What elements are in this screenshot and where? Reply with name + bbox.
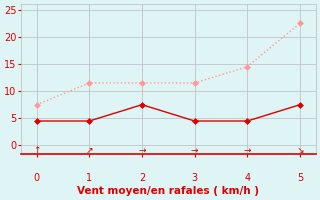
Text: ↗: ↗ [85,146,93,155]
Text: →: → [191,146,198,155]
X-axis label: Vent moyen/en rafales ( km/h ): Vent moyen/en rafales ( km/h ) [77,186,259,196]
Text: →: → [138,146,146,155]
Text: ↑: ↑ [33,146,40,155]
Text: →: → [244,146,251,155]
Text: ↘: ↘ [296,146,304,155]
